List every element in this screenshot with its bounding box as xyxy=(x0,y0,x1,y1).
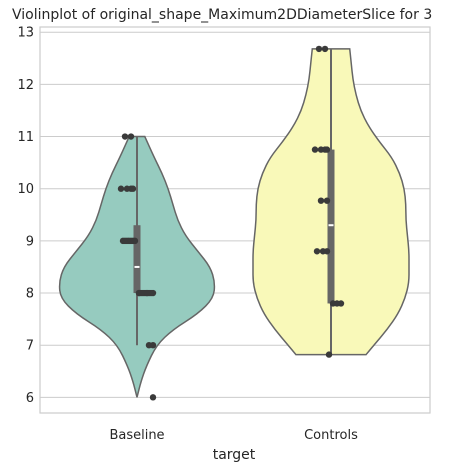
data-point xyxy=(129,185,137,192)
data-point xyxy=(121,133,129,140)
data-point xyxy=(329,300,337,307)
y-tick-label: 9 xyxy=(26,234,34,249)
chart-title: Violinplot of original_shape_Maximum2DDi… xyxy=(12,7,432,23)
data-point xyxy=(323,197,331,204)
data-point xyxy=(127,133,135,140)
data-point xyxy=(135,289,143,297)
data-point xyxy=(149,289,157,297)
y-tick-label: 11 xyxy=(17,130,34,145)
data-point xyxy=(321,45,329,53)
data-point xyxy=(143,289,151,297)
x-tick-label: Controls xyxy=(304,428,358,443)
iqr-box xyxy=(133,225,141,294)
y-tick-label: 13 xyxy=(17,26,34,41)
data-point xyxy=(313,248,321,255)
data-point xyxy=(127,237,135,245)
data-point xyxy=(337,300,345,307)
y-tick-label: 7 xyxy=(26,339,34,354)
data-point xyxy=(149,394,157,401)
data-point xyxy=(149,341,157,349)
violin-group-controls: Controls xyxy=(252,45,410,443)
data-point xyxy=(117,185,125,192)
y-tick-label: 12 xyxy=(17,78,34,93)
data-point xyxy=(123,185,131,192)
plot-frame xyxy=(39,26,431,414)
y-tick-label: 6 xyxy=(26,391,34,406)
x-axis-title: target xyxy=(213,447,256,463)
violin-group-baseline: Baseline xyxy=(58,133,216,443)
x-tick-label: Baseline xyxy=(109,428,164,443)
data-point xyxy=(311,146,319,153)
data-point xyxy=(319,248,327,255)
data-point xyxy=(325,351,333,358)
data-point xyxy=(121,237,129,245)
y-tick-label: 8 xyxy=(26,287,34,302)
data-point xyxy=(315,45,323,53)
data-point xyxy=(317,146,325,153)
data-point xyxy=(317,197,325,204)
data-point xyxy=(323,146,331,153)
y-tick-label: 10 xyxy=(17,182,34,197)
iqr-box xyxy=(327,149,335,304)
